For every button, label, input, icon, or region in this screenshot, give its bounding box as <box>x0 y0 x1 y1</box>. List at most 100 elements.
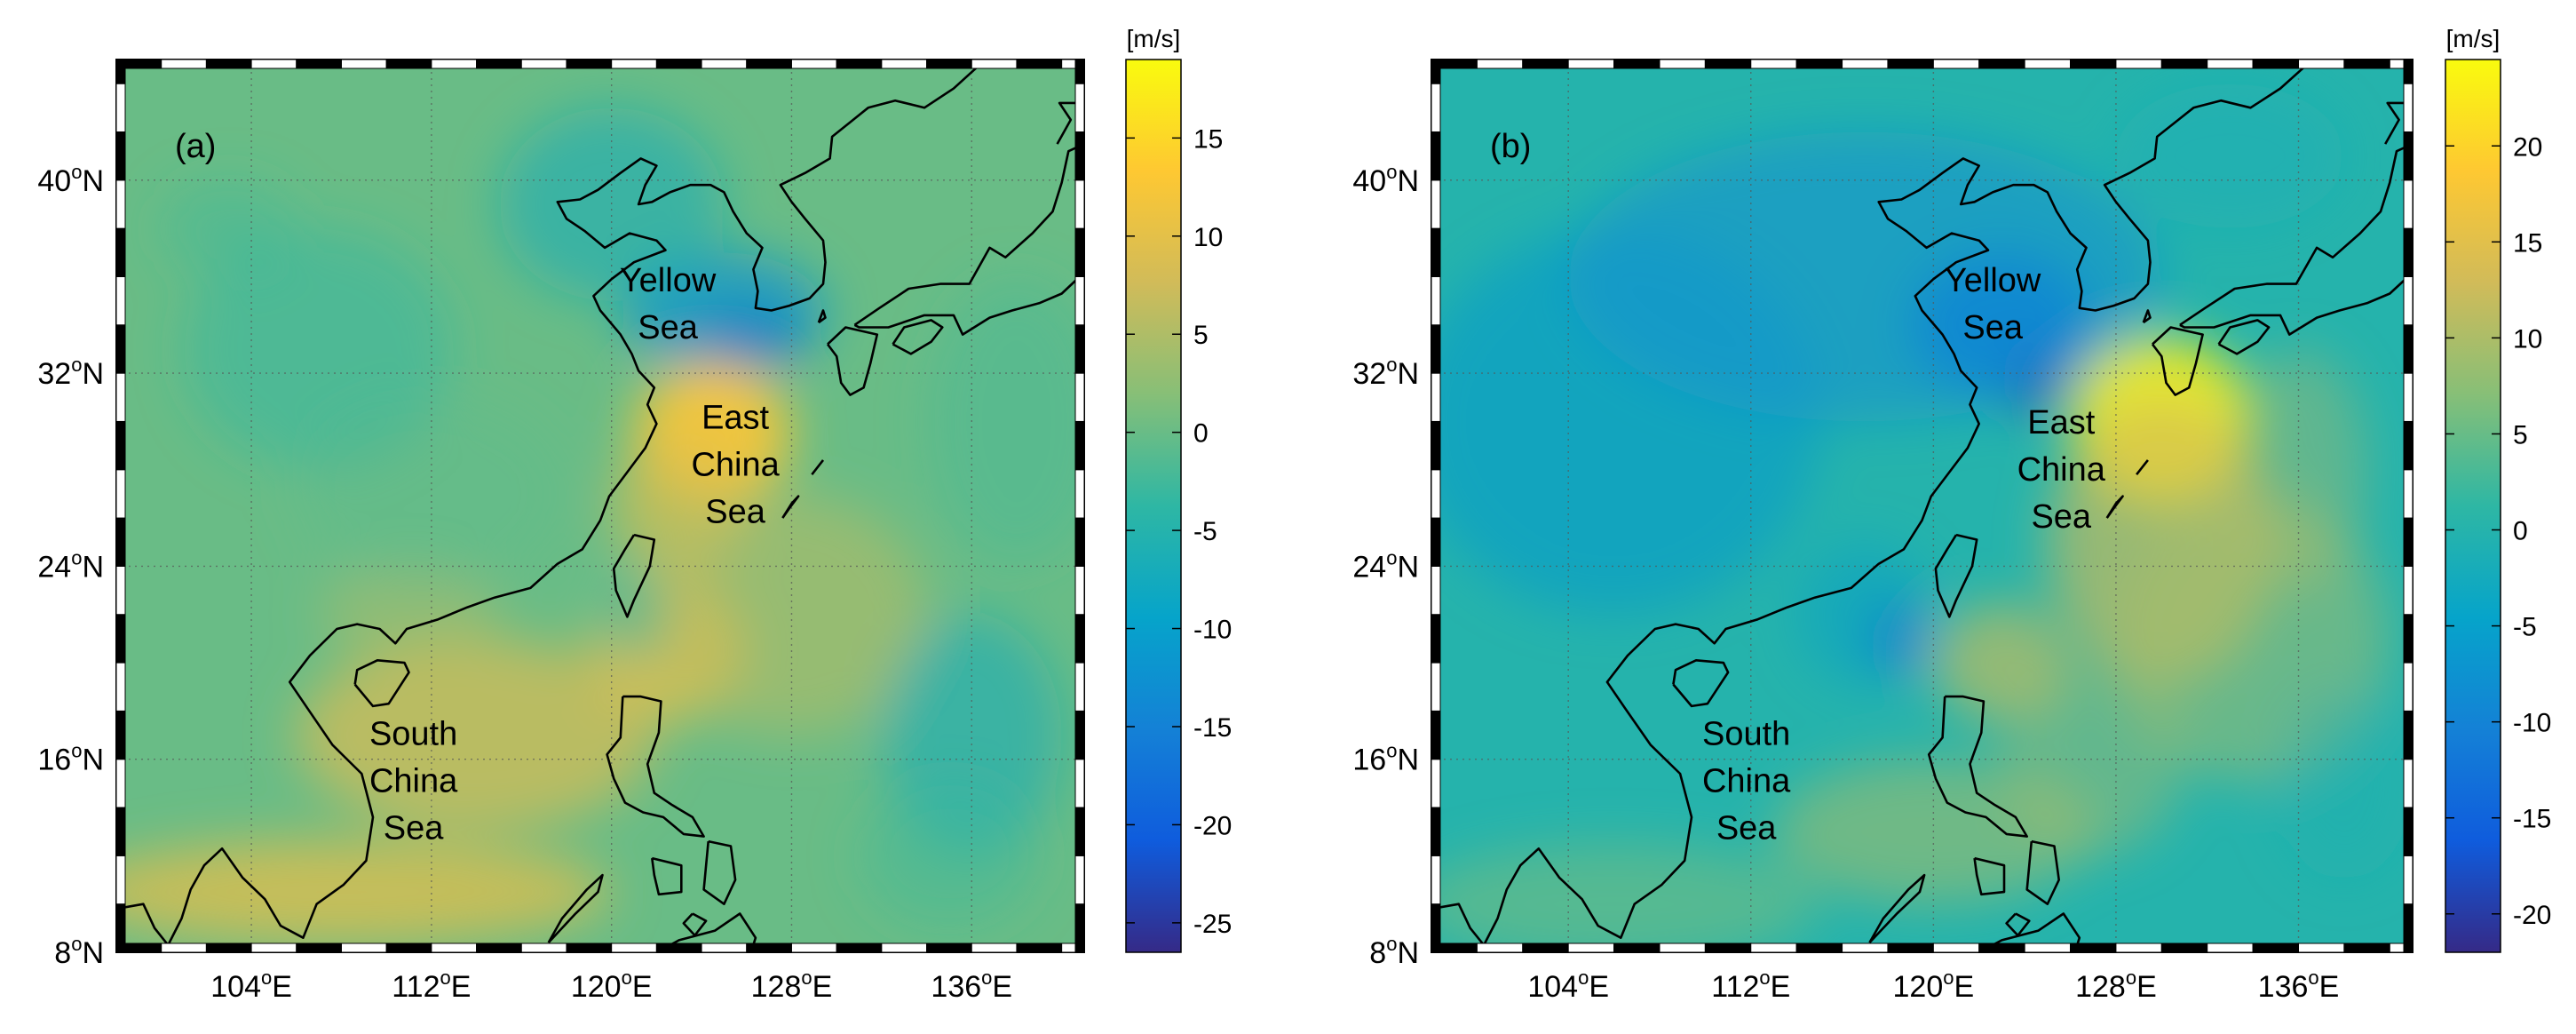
wind-field <box>1431 60 2413 952</box>
frame-segment <box>2070 943 2117 953</box>
frame-segment <box>115 324 126 374</box>
field-anomaly <box>116 839 612 945</box>
panel-label: (b) <box>1490 128 1531 165</box>
frame-segment <box>1074 614 1085 664</box>
frame-segment <box>2403 710 2414 760</box>
frame-segment <box>926 59 972 69</box>
frame-segment <box>1887 943 1934 953</box>
frame-segment <box>115 83 126 132</box>
frame-segment <box>2115 59 2162 69</box>
frame-segment <box>701 59 748 69</box>
frame-segment <box>431 59 478 69</box>
region-labels: Yellow Sea East China Sea South China Sea <box>1702 262 2106 847</box>
field-anomaly <box>296 397 567 591</box>
region-labels: Yellow Sea East China Sea South China Sea <box>369 262 781 847</box>
coastline-mainland <box>116 60 1003 947</box>
field-anomaly <box>161 179 297 277</box>
field-anomaly <box>296 638 657 832</box>
frame-segment <box>1932 59 1980 69</box>
colorbar-tick-label: -20 <box>1193 811 1232 840</box>
frame-segment <box>296 59 342 69</box>
frame-segment <box>746 59 792 69</box>
frame-segment <box>1074 565 1085 616</box>
frame-segment <box>2403 131 2414 181</box>
frame-segment <box>2403 517 2414 567</box>
frame-segment <box>566 59 613 69</box>
lon-tick-label: 136oE <box>931 966 1012 1004</box>
frame-segment <box>881 59 928 69</box>
coastline-luzon <box>1927 695 2028 838</box>
frame-segment <box>1431 759 1441 808</box>
frame-segment <box>115 903 126 953</box>
frame-segment <box>1431 807 1441 856</box>
frame-segment <box>971 943 1018 953</box>
frame-segment <box>1476 59 1524 69</box>
frame-segment <box>115 59 126 84</box>
frame-segment <box>115 227 126 277</box>
coastlines <box>116 60 1084 952</box>
frame-segment <box>205 59 252 69</box>
frame-segment <box>161 943 207 953</box>
frame-segment <box>1431 565 1441 616</box>
colorbar-tick-label: -5 <box>1193 517 1217 546</box>
wind-field <box>116 60 1084 952</box>
colorbar-tick-label: 0 <box>2513 517 2528 546</box>
lon-tick-label: 136oE <box>2258 966 2340 1004</box>
colorbar-tick-label: -20 <box>2513 901 2551 930</box>
frame-segment <box>340 59 387 69</box>
lat-tick-label: 40oN <box>37 161 104 198</box>
map-panel-a: 8oN 16oN 24oN 32oN 40oN 104oE 112oE 120oE 128oE 1… <box>37 25 1232 1004</box>
coastline-kyushu <box>2151 326 2204 396</box>
frame-segment <box>1431 179 1441 229</box>
lat-tick-label: 8oN <box>1369 933 1419 970</box>
frame-segment <box>790 943 837 953</box>
coastline-tsushima <box>817 309 827 324</box>
map-frame <box>115 59 1085 953</box>
frame-segment <box>1074 517 1085 567</box>
field-anomaly <box>1431 228 1819 615</box>
lat-tick-label: 24oN <box>1352 546 1419 584</box>
frame-segment <box>1613 59 1661 69</box>
frame-segment <box>1074 807 1085 856</box>
frame-segment <box>2403 662 2414 712</box>
field-anomaly <box>319 566 499 664</box>
coastline-tsushima <box>2142 309 2152 324</box>
frame-segment <box>1476 943 1524 953</box>
frame-segment <box>1431 903 1441 953</box>
frame-segment <box>1431 59 1441 84</box>
frame-segment <box>1795 59 1843 69</box>
frame-segment <box>1074 227 1085 277</box>
frame-segment <box>655 943 702 953</box>
map-panel-b: 8oN 16oN 24oN 32oN 40oN 104oE 112oE 120oE 128oE 1… <box>1352 25 2551 1004</box>
frame-segment <box>790 59 837 69</box>
frame-segment <box>1659 59 1706 69</box>
frame-segment <box>611 943 657 953</box>
colorbar-tick-label: 20 <box>2513 132 2542 162</box>
frame-segment <box>1074 372 1085 422</box>
region-label-south: South China Sea <box>369 715 458 847</box>
frame-segment <box>115 759 126 808</box>
frame-segment <box>431 943 478 953</box>
coastline-okinawa <box>781 495 800 519</box>
lon-tick-label: 104oE <box>1527 966 1609 1004</box>
frame-segment <box>1074 469 1085 519</box>
frame-segment <box>1074 855 1085 905</box>
frame-segment <box>115 372 126 422</box>
lat-tick-label: 8oN <box>54 933 104 970</box>
colorbar-scale <box>2445 59 2501 953</box>
field-anomaly <box>859 783 1040 928</box>
region-label-east: East China Sea <box>2017 404 2106 536</box>
field-anomaly <box>2275 687 2413 880</box>
colorbar-tick-label: -5 <box>2513 613 2537 642</box>
lat-tick-label: 32oN <box>1352 354 1419 391</box>
frame-segment <box>1074 662 1085 712</box>
colorbar: [m/s] 15 10 5 0 -5 -10 -15 -20 -25 <box>1125 25 1232 953</box>
lat-tick-label: 24oN <box>37 546 104 584</box>
field-anomaly <box>2230 348 2367 591</box>
field-anomaly <box>2115 84 2344 229</box>
frame-segment <box>1431 227 1441 277</box>
frame-segment <box>1750 59 1797 69</box>
frame-segment <box>115 469 126 519</box>
lon-tick-label: 120oE <box>571 966 653 1004</box>
